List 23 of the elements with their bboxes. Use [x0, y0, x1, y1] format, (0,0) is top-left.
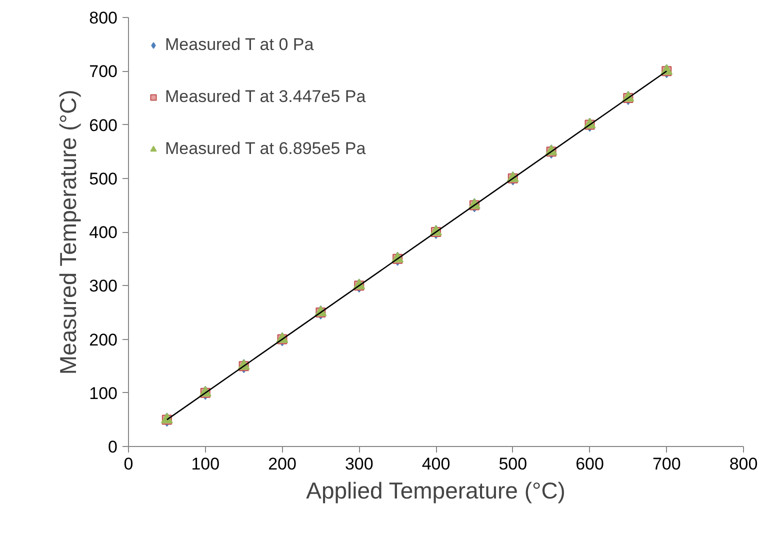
x-tick-label: 200 [268, 454, 296, 474]
x-tick-label: 500 [498, 454, 528, 474]
y-tick-label: 800 [89, 8, 118, 28]
x-tick-label: 800 [729, 454, 758, 474]
x-tick-label: 400 [422, 454, 450, 474]
x-axis-title: Applied Temperature (°C) [306, 478, 566, 504]
x-tick-label: 100 [191, 454, 220, 474]
x-tick-label: 600 [576, 454, 604, 474]
y-tick-label: 300 [89, 276, 118, 296]
y-tick-label: 700 [89, 62, 118, 82]
x-tick-label: 300 [344, 454, 374, 474]
legend-label: Measured T at 6.895e5 Pa [165, 139, 366, 159]
y-tick-label: 100 [89, 384, 118, 403]
y-tick-label: 600 [89, 116, 118, 135]
y-tick-label: 400 [89, 223, 118, 242]
x-tick-label: 700 [652, 454, 681, 474]
x-tick-label: 0 [124, 454, 134, 474]
y-axis-title: Measured Temperature (°C) [55, 90, 82, 375]
y-tick-label: 500 [89, 169, 118, 188]
legend-label: Measured T at 0 Pa [165, 35, 314, 55]
y-tick-label: 200 [89, 330, 118, 350]
y-tick-label: 0 [108, 438, 118, 456]
legend-label: Measured T at 3.447e5 Pa [165, 87, 366, 107]
